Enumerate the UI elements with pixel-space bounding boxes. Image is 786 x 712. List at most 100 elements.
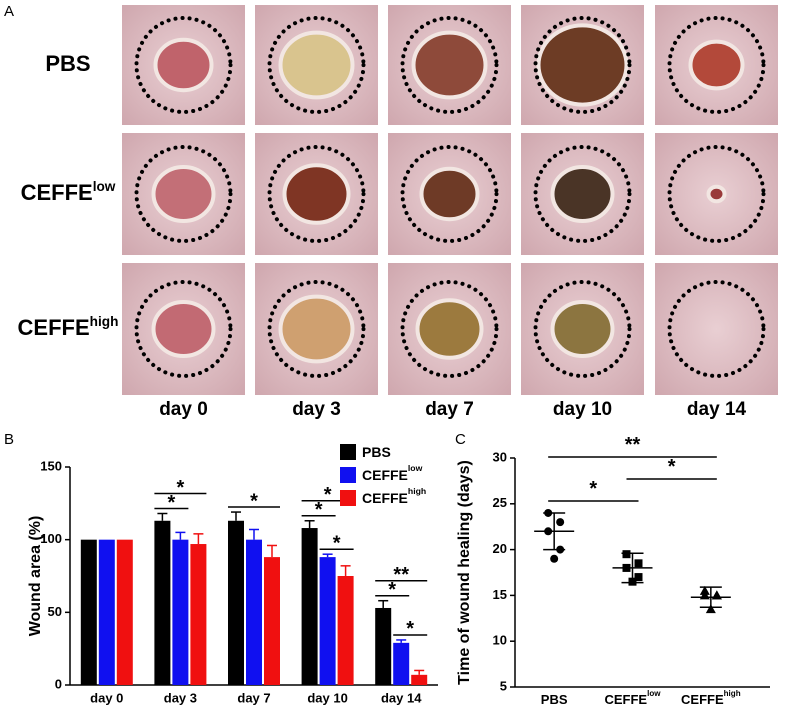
significance-label: * <box>324 484 332 506</box>
significance-label: * <box>250 490 258 512</box>
bar <box>228 520 244 685</box>
x-tick-label: PBS <box>541 692 568 707</box>
significance-label: * <box>388 579 396 601</box>
significance-label: * <box>406 618 414 640</box>
wound <box>153 37 214 93</box>
y-tick-label: 150 <box>40 458 62 473</box>
panel-label: A <box>4 3 14 20</box>
x-tick-label: day 3 <box>164 690 197 705</box>
wound <box>550 300 615 358</box>
bar <box>172 539 189 685</box>
x-tick-label: day 10 <box>307 690 347 705</box>
point <box>556 518 565 527</box>
wound <box>151 300 216 358</box>
wound-outline <box>267 280 366 378</box>
wound-outline <box>267 145 366 243</box>
bar <box>411 674 428 685</box>
row-label-base: CEFFE <box>21 180 93 205</box>
wound <box>419 166 480 222</box>
day-label: day 10 <box>553 399 612 420</box>
y-tick-label: 100 <box>40 531 62 546</box>
legend-label: PBS <box>362 444 391 460</box>
bar <box>301 528 318 685</box>
x-tick-label-sup: high <box>724 689 741 698</box>
x-tick-label-base: CEFFE <box>681 692 724 707</box>
wound-outline <box>400 280 499 378</box>
point <box>634 559 643 568</box>
point <box>699 585 710 595</box>
significance-label: * <box>168 492 176 514</box>
wound-outline <box>667 145 766 243</box>
wound-outline <box>134 145 233 243</box>
bar <box>246 539 262 685</box>
day-label: day 7 <box>425 399 474 420</box>
wound <box>278 30 355 100</box>
legend-label: CEFFElow <box>362 463 423 482</box>
significance-label: * <box>177 477 185 499</box>
bar <box>116 539 133 685</box>
row-label-base: CEFFE <box>18 315 90 340</box>
x-tick-label: CEFFElow <box>604 689 661 707</box>
row-label: PBS <box>45 51 90 76</box>
wound-outline <box>400 16 499 114</box>
legend-swatch <box>340 467 356 483</box>
significance-label: * <box>668 456 676 478</box>
point <box>699 590 710 600</box>
y-tick-label: 15 <box>493 587 507 602</box>
y-axis-title: Time of wound healing (days) <box>456 460 473 685</box>
y-axis-title: Wound area (%) <box>27 516 44 637</box>
significance-label: ** <box>393 564 409 586</box>
x-tick-label: day 0 <box>90 690 123 705</box>
x-tick-label: day 7 <box>237 690 270 705</box>
y-tick-label: 50 <box>48 604 62 619</box>
row-label-sup: high <box>90 314 119 329</box>
bar <box>154 520 171 685</box>
legend-label-sup: high <box>408 486 426 496</box>
significance-label: * <box>589 478 597 500</box>
point <box>550 554 559 563</box>
wound-outline <box>667 16 766 114</box>
wound <box>415 298 484 360</box>
panel-label: C <box>455 431 466 448</box>
bar <box>393 642 410 685</box>
bar <box>264 557 280 685</box>
y-tick-label: 10 <box>493 633 507 648</box>
row-label: CEFFElow <box>21 179 116 205</box>
y-tick-label: 20 <box>493 541 507 556</box>
legend-label-base: PBS <box>362 444 391 460</box>
x-tick-label-sup: low <box>647 689 661 698</box>
wound <box>151 165 216 223</box>
bar <box>80 539 97 685</box>
wound <box>278 294 355 364</box>
wound <box>550 165 615 223</box>
y-tick-label: 25 <box>493 495 507 510</box>
wound-outline <box>533 145 632 243</box>
legend-label-base: CEFFE <box>362 467 408 483</box>
legend-swatch <box>340 490 356 506</box>
panel-label: B <box>4 431 14 448</box>
bar <box>98 539 115 685</box>
y-tick-label: 5 <box>500 678 507 693</box>
wound <box>282 163 351 225</box>
row-label-sup: low <box>93 179 116 194</box>
x-tick-label-base: CEFFE <box>604 692 647 707</box>
significance-label: * <box>315 499 323 521</box>
wound <box>688 39 745 91</box>
day-label: day 14 <box>687 399 747 420</box>
legend-swatch <box>340 444 356 460</box>
y-tick-label: 0 <box>55 676 62 691</box>
legend-label: CEFFEhigh <box>362 486 426 505</box>
wound-outline <box>400 145 499 243</box>
wound-photo <box>655 263 778 395</box>
row-label-base: PBS <box>45 51 90 76</box>
day-label: day 3 <box>292 399 341 420</box>
point <box>711 590 722 600</box>
wound-outline <box>134 16 233 114</box>
wound-outline <box>267 16 366 114</box>
point <box>622 550 631 559</box>
wound-outline <box>533 280 632 378</box>
wound <box>536 23 629 107</box>
wound-outline <box>667 280 766 378</box>
legend-label-sup: low <box>408 463 423 473</box>
